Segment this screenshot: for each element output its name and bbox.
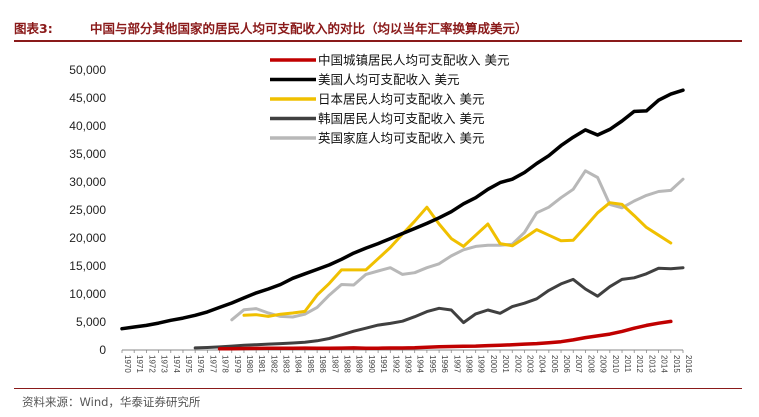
title-divider <box>14 40 742 42</box>
x-tick-label: 1990 <box>367 355 376 373</box>
x-tick-label: 2014 <box>660 355 669 373</box>
y-tick-label: 5,000 <box>76 315 106 329</box>
x-tick-label: 2000 <box>489 355 498 373</box>
axes: 0 5,000 10,000 15,000 20,000 25,000 30,000 35,0… <box>69 63 693 373</box>
y-tick-label: 20,000 <box>69 231 106 245</box>
x-tick-label: 2007 <box>574 355 583 373</box>
x-tick-label: 1988 <box>343 355 352 373</box>
x-tick-label: 1975 <box>184 355 193 373</box>
x-tick-label: 2008 <box>586 355 595 373</box>
y-tick-label: 30,000 <box>69 175 106 189</box>
y-tick-label: 15,000 <box>69 259 106 273</box>
x-tick-label: 2013 <box>647 355 656 373</box>
x-tick-label: 1979 <box>233 355 242 373</box>
x-tick-label: 1991 <box>379 355 388 373</box>
legend-label: 英国家庭人均可支配收入 美元 <box>318 131 484 146</box>
x-tick-label: 2012 <box>635 355 644 373</box>
x-tick-label: 2006 <box>562 355 571 373</box>
x-tick-label: 2002 <box>513 355 522 373</box>
footer-divider <box>14 388 742 389</box>
x-tick-label: 1983 <box>282 355 291 373</box>
figure-label: 图表3: <box>14 21 53 36</box>
y-tick-label: 45,000 <box>69 91 106 105</box>
x-tick-label: 1982 <box>269 355 278 373</box>
x-tick-label: 1974 <box>172 355 181 373</box>
source-note: 资料来源：Wind，华泰证券研究所 <box>22 395 201 409</box>
legend-label: 美国人均可支配收入 美元 <box>318 72 459 87</box>
x-tick-label: 2011 <box>623 355 632 373</box>
x-tick-label: 1997 <box>452 355 461 373</box>
x-tick-label: 2016 <box>684 355 693 373</box>
x-tick-label: 1984 <box>294 355 303 373</box>
legend-label: 日本居民人均可支配收入 美元 <box>318 92 484 107</box>
x-tick-label: 2005 <box>550 355 559 373</box>
x-tick-label: 1978 <box>221 355 230 373</box>
y-tick-label: 0 <box>99 343 106 357</box>
x-tick-label: 2015 <box>672 355 681 373</box>
series-line-0 <box>217 319 673 351</box>
x-tick-label: 2009 <box>599 355 608 373</box>
x-tick-label: 1972 <box>147 355 156 373</box>
series-line-4 <box>230 169 685 322</box>
y-tick-label: 25,000 <box>69 203 106 217</box>
series-line-2 <box>242 201 673 318</box>
x-tick-label: 1986 <box>318 355 327 373</box>
x-tick-label: 1987 <box>330 355 339 373</box>
legend-label: 中国城镇居民人均可支配收入 美元 <box>318 53 509 68</box>
series-line-3 <box>193 266 685 350</box>
y-tick-label: 50,000 <box>69 63 106 77</box>
y-tick-label: 40,000 <box>69 119 106 133</box>
series-lines <box>120 88 685 351</box>
x-tick-label: 2003 <box>525 355 534 373</box>
series-line-1 <box>120 88 685 331</box>
figure-title: 中国与部分其他国家的居民人均可支配收入的对比（均以当年汇率换算成美元） <box>90 21 528 36</box>
y-tick-label: 10,000 <box>69 287 106 301</box>
x-tick-label: 1998 <box>464 355 473 373</box>
x-tick-label: 1985 <box>306 355 315 373</box>
x-tick-label: 1996 <box>440 355 449 373</box>
y-tick-label: 35,000 <box>69 147 106 161</box>
x-tick-label: 1973 <box>160 355 169 373</box>
x-tick-label: 1999 <box>477 355 486 373</box>
x-tick-label: 1994 <box>416 355 425 373</box>
x-tick-label: 2010 <box>611 355 620 373</box>
x-tick-label: 1971 <box>135 355 144 373</box>
legend-label: 韩国居民人均可支配收入 美元 <box>318 111 484 126</box>
x-tick-label: 1995 <box>428 355 437 373</box>
x-tick-label: 2004 <box>538 355 547 373</box>
x-tick-label: 1992 <box>391 355 400 373</box>
x-tick-label: 2001 <box>501 355 510 373</box>
x-tick-label: 1970 <box>123 355 132 373</box>
x-tick-label: 1977 <box>208 355 217 373</box>
x-tick-label: 1993 <box>404 355 413 373</box>
x-tick-label: 1976 <box>196 355 205 373</box>
figure-header: 图表3: 中国与部分其他国家的居民人均可支配收入的对比（均以当年汇率换算成美元） <box>14 18 742 38</box>
x-tick-label: 1980 <box>245 355 254 373</box>
x-tick-label: 1981 <box>257 355 266 373</box>
x-tick-label: 1989 <box>355 355 364 373</box>
